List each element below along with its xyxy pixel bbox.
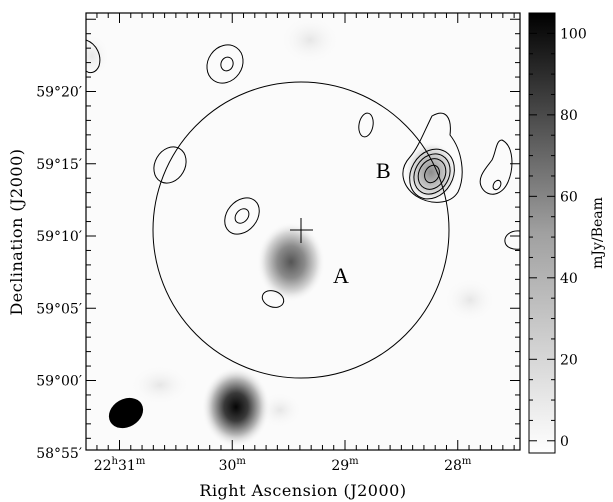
colorbar xyxy=(528,12,556,454)
x-axis-title: Right Ascension (J2000) xyxy=(199,481,406,500)
bright-source-emission xyxy=(202,367,270,447)
contour xyxy=(479,139,513,195)
colorbar-tick-label: 60 xyxy=(560,189,578,205)
colorbar-tick-label: 100 xyxy=(560,26,587,42)
contour xyxy=(358,112,374,138)
contour xyxy=(224,197,260,235)
source-a-emission xyxy=(257,222,325,302)
x-tick-label: 22h31m xyxy=(94,456,146,474)
faint-emission xyxy=(86,34,110,78)
contour xyxy=(261,290,285,308)
contour xyxy=(153,146,187,184)
primary-beam-circle xyxy=(152,81,450,379)
contour xyxy=(492,179,502,191)
contour xyxy=(220,56,234,72)
contour xyxy=(424,164,440,184)
colorbar-tick-label: 0 xyxy=(560,434,569,450)
contour xyxy=(402,112,463,203)
faint-emission xyxy=(130,365,190,405)
x-axis-ticks: 22h31m 30m 29m 28m xyxy=(94,13,515,474)
synthesized-beam xyxy=(108,397,144,429)
y-tick-label: 59°15′ xyxy=(36,157,82,173)
colorbar-ticks: 0 20 40 60 80 100 xyxy=(529,26,587,450)
y-tick-label: 59°10′ xyxy=(36,229,82,245)
x-tick-label: 29m xyxy=(331,456,359,474)
contour xyxy=(206,44,244,84)
y-tick-label: 58°55′ xyxy=(36,446,82,462)
plot-frame xyxy=(85,12,521,451)
plot-area: A B xyxy=(86,13,520,450)
source-label-b: B xyxy=(376,158,391,183)
colorbar-tick-label: 40 xyxy=(560,271,578,287)
contour-lines xyxy=(86,39,520,308)
contour xyxy=(86,39,101,74)
y-axis-title: Declination (J2000) xyxy=(7,148,26,315)
y-tick-label: 59°20′ xyxy=(36,85,82,101)
y-axis-ticks: 59°20′ 59°15′ 59°10′ 59°05′ 59°00′ 58°55′ xyxy=(36,18,520,462)
contour xyxy=(234,208,250,224)
y-tick-label: 59°05′ xyxy=(36,301,82,317)
contour xyxy=(413,153,451,195)
contour xyxy=(417,158,447,190)
colorbar-tick-label: 80 xyxy=(560,108,578,124)
faint-emission xyxy=(280,16,340,64)
colorbar-tick-label: 20 xyxy=(560,352,578,368)
faint-emission xyxy=(444,278,496,322)
x-tick-label: 28m xyxy=(444,456,472,474)
contour xyxy=(504,230,520,250)
contour xyxy=(409,148,455,200)
x-tick-label: 30m xyxy=(219,456,247,474)
pointing-center-cross xyxy=(290,218,313,243)
colorbar-label: mJy/Beam xyxy=(590,197,606,269)
y-tick-label: 59°00′ xyxy=(36,374,82,390)
source-label-a: A xyxy=(333,263,349,288)
